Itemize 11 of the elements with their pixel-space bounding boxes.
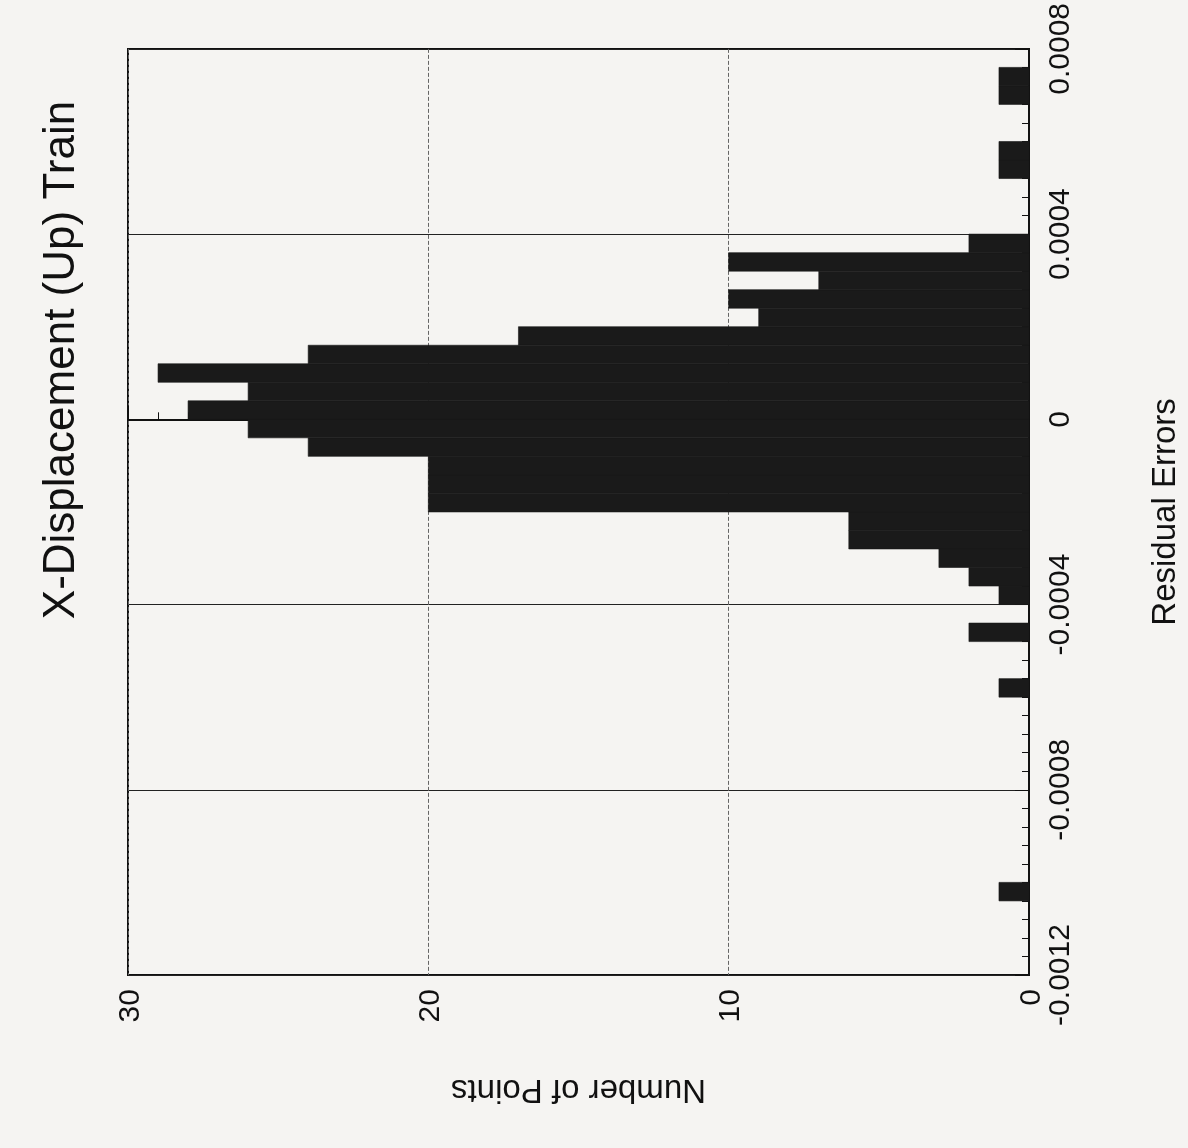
x-tick-label: 30 xyxy=(111,989,145,1023)
y-tick-label: 0.0008 xyxy=(1041,3,1075,95)
y-tick-label: -0.0008 xyxy=(1041,738,1075,841)
x-tick-label: 10 xyxy=(712,989,746,1023)
y-axis-title: Residual Errors xyxy=(1145,398,1182,626)
y-tick-label: 0 xyxy=(1041,410,1075,428)
x-tick-label: 20 xyxy=(411,989,445,1023)
text: X-Displacement (Up) Train xyxy=(33,100,83,620)
y-tick-label: 0.0004 xyxy=(1041,188,1075,280)
y-tick-label: -0.0004 xyxy=(1041,553,1075,656)
x-axis-title: Number of Points xyxy=(451,1073,706,1110)
